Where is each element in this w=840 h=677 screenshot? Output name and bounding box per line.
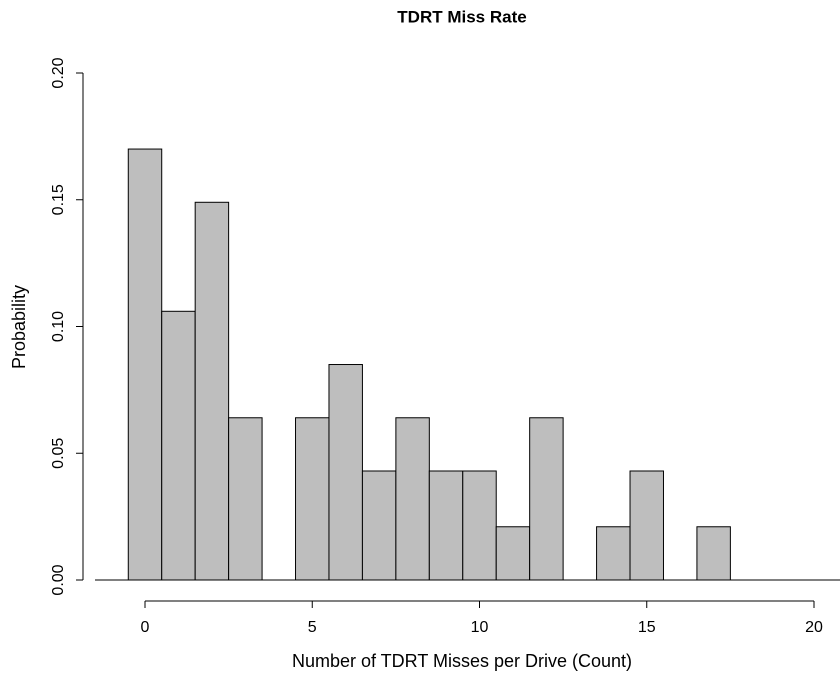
bar [361, 470, 397, 581]
bar [529, 417, 564, 581]
bar [596, 526, 631, 581]
y-tick-label: 0.15 [50, 184, 67, 215]
bar [228, 417, 263, 581]
bar [194, 201, 230, 581]
bar [428, 470, 464, 581]
x-tick-label: 20 [805, 619, 823, 636]
bar [328, 364, 363, 581]
y-axis-label: Probability [9, 285, 29, 369]
x-axis-label: Number of TDRT Misses per Drive (Count) [292, 651, 632, 671]
bar [295, 417, 330, 581]
x-tick-label: 0 [141, 619, 150, 636]
y-tick-label: 0.20 [50, 57, 67, 88]
x-tick-label: 10 [471, 619, 489, 636]
y-tick-label: 0.05 [50, 438, 67, 469]
x-tick-label: 5 [308, 619, 317, 636]
bar [161, 310, 196, 581]
chart-title: TDRT Miss Rate [397, 7, 526, 26]
bar [127, 148, 163, 581]
x-tick-label: 15 [638, 619, 656, 636]
y-tick-label: 0.10 [50, 311, 67, 342]
y-tick-label: 0.00 [50, 564, 67, 595]
bar [696, 526, 731, 581]
bar [395, 417, 430, 581]
bar [462, 470, 497, 581]
bar [629, 470, 664, 581]
bar [495, 526, 531, 581]
